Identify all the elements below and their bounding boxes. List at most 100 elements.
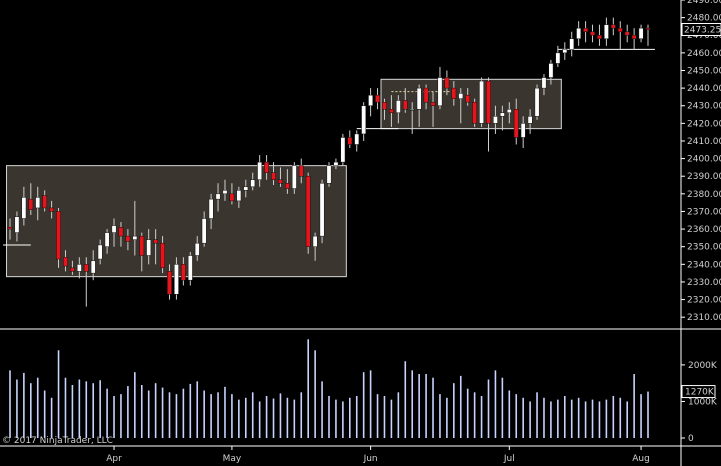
candle-body	[243, 186, 249, 191]
candle-body	[271, 172, 276, 180]
candle-body	[7, 227, 13, 230]
candle-body	[83, 264, 89, 272]
candle-body	[506, 109, 512, 114]
candle-body	[513, 109, 519, 138]
candle-body	[409, 109, 415, 111]
candle-body	[160, 242, 165, 269]
candle-body	[354, 133, 360, 145]
candle-body	[486, 80, 491, 124]
candle-body	[284, 183, 290, 189]
shaded-range-boxes	[6, 78, 562, 278]
candle-body	[180, 264, 186, 281]
candle-body	[472, 101, 478, 124]
candle-body	[187, 255, 193, 281]
price-tick-label: 2380.00	[687, 190, 721, 200]
candle-body	[395, 100, 401, 114]
price-tick-label: 2430.00	[687, 102, 721, 112]
price-tick-label: 2490.00	[687, 0, 721, 6]
candle-body	[590, 31, 595, 36]
time-tick-label: May	[223, 454, 242, 464]
candle-body	[35, 197, 41, 209]
price-tick-label: 2310.00	[687, 313, 721, 323]
candle-body	[493, 116, 498, 124]
candle-body	[305, 175, 311, 247]
candle-body	[167, 271, 172, 295]
candle-body	[104, 232, 110, 247]
price-tick-label: 2480.00	[687, 14, 721, 24]
candle-body	[562, 49, 568, 54]
candle-body	[201, 218, 207, 244]
candle-body	[208, 198, 214, 219]
time-tick-label: Apr	[106, 454, 122, 464]
candle-body	[28, 198, 34, 210]
candle-body	[90, 260, 96, 274]
time-tick-label: Aug	[632, 454, 650, 464]
candle-body	[610, 24, 616, 29]
candle-body	[291, 165, 297, 189]
candle-body	[257, 161, 263, 180]
price-tick-label: 2400.00	[687, 155, 721, 165]
candle-body	[236, 190, 242, 202]
candle-body	[645, 27, 651, 30]
price-tick-label: 2420.00	[687, 119, 721, 129]
candle-body	[298, 165, 304, 177]
candle-body	[597, 34, 602, 40]
candle-body	[361, 105, 367, 135]
candle-body	[146, 239, 152, 256]
candle-body	[617, 27, 623, 32]
candle-body	[569, 38, 575, 50]
price-tick-label: 2410.00	[687, 137, 721, 147]
price-tick-label: 2470.00	[687, 31, 721, 41]
candle-body	[638, 27, 644, 40]
candle-body	[21, 197, 27, 219]
candle-body	[264, 161, 269, 173]
candle-body	[402, 100, 408, 110]
candle-body	[312, 235, 318, 247]
candle-body	[49, 207, 55, 212]
price-tick-label: 2450.00	[687, 66, 721, 76]
candle-body	[576, 27, 582, 40]
candle-body	[97, 244, 103, 260]
copyright-label: © 2017 NinjaTrader, LLC	[2, 436, 113, 446]
price-tick-label: 2330.00	[687, 278, 721, 288]
candle-body	[111, 225, 117, 233]
price-tick-label: 2360.00	[687, 225, 721, 235]
candle-body	[444, 77, 450, 89]
volume-bars	[9, 339, 649, 438]
candle-body	[194, 242, 200, 256]
price-tick-label: 2340.00	[687, 260, 721, 270]
candle-body	[624, 31, 630, 36]
price-tick-label: 2440.00	[687, 84, 721, 94]
candle-body	[139, 235, 145, 256]
volume-tick-label: 1000K	[688, 397, 718, 407]
candle-body	[430, 101, 436, 106]
candle-body	[174, 264, 179, 295]
candle-body	[375, 94, 380, 103]
candle-body	[347, 137, 353, 145]
candle-body	[583, 27, 588, 32]
time-tick-label: Jul	[503, 454, 515, 464]
candle-body	[499, 112, 505, 117]
candle-body	[153, 239, 159, 244]
candle-body	[76, 264, 82, 272]
candle-body	[222, 190, 228, 195]
candle-body	[465, 94, 471, 103]
candle-body	[368, 94, 374, 106]
candle-body	[125, 235, 131, 242]
candle-body	[319, 183, 325, 237]
last-volume-label: 1270K	[685, 388, 715, 398]
candle-body	[479, 80, 484, 124]
candle-body	[423, 87, 429, 103]
volume-tick-label: 0	[688, 434, 694, 444]
candle-body	[118, 227, 124, 237]
candle-body	[70, 267, 75, 272]
time-tick-label: Jun	[363, 454, 378, 464]
range-box-1	[380, 78, 562, 130]
candle-body	[56, 211, 61, 260]
candle-body	[382, 101, 387, 110]
candle-body	[229, 193, 235, 202]
price-tick-label: 2390.00	[687, 172, 721, 182]
price-tick-label: 2350.00	[687, 243, 721, 253]
